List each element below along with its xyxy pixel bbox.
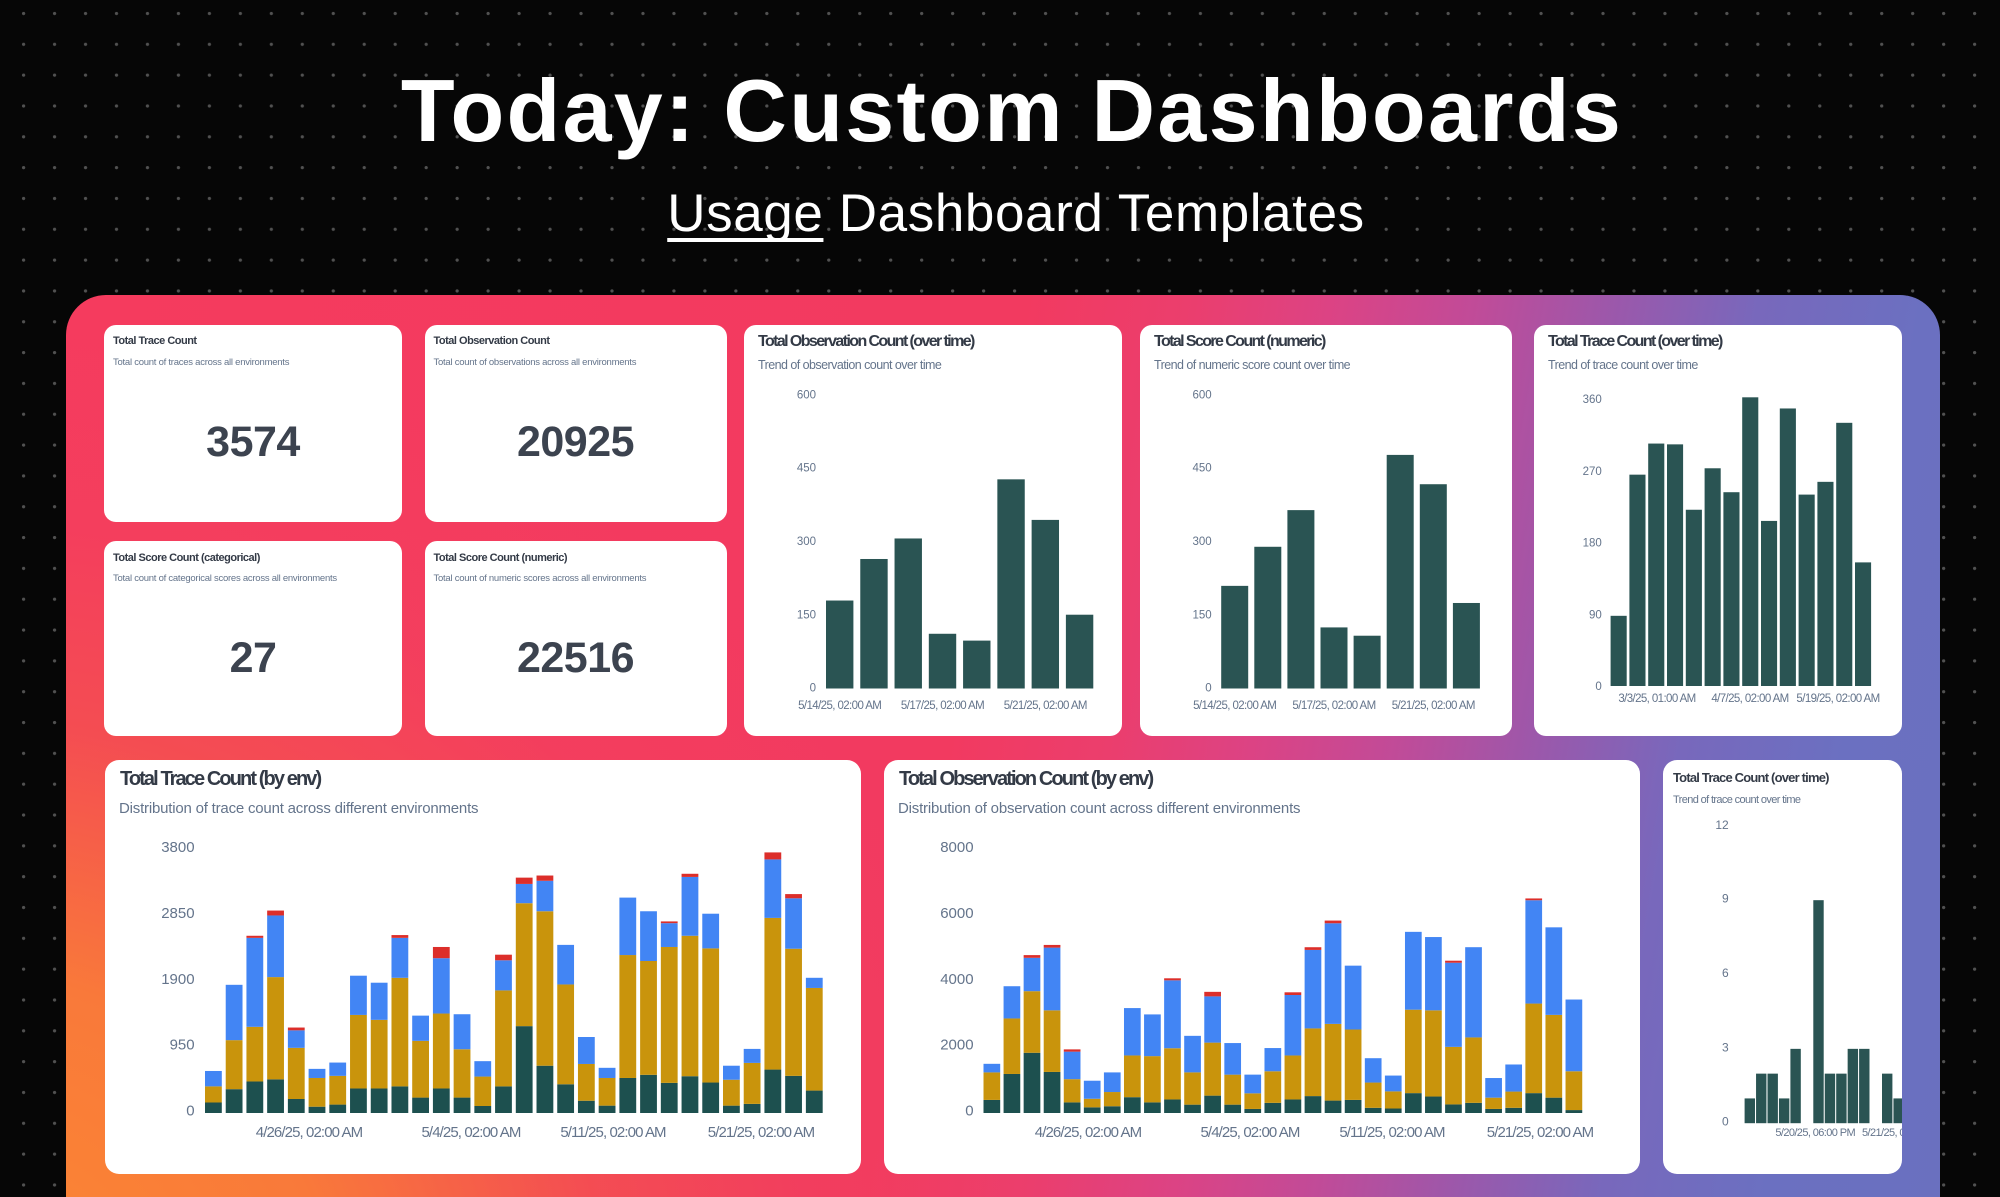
svg-text:950: 950	[170, 1037, 195, 1054]
svg-text:4/7/25, 02:00 AM: 4/7/25, 02:00 AM	[1711, 693, 1788, 705]
svg-text:2850: 2850	[161, 905, 194, 922]
svg-text:0: 0	[1205, 683, 1211, 695]
svg-text:600: 600	[797, 389, 816, 401]
svg-text:4000: 4000	[940, 971, 973, 988]
svg-text:150: 150	[797, 609, 816, 621]
svg-text:5/20/25, 06:00 PM: 5/20/25, 06:00 PM	[1775, 1127, 1855, 1139]
svg-text:300: 300	[1193, 536, 1212, 548]
svg-text:6000: 6000	[940, 905, 973, 922]
svg-text:450: 450	[1193, 463, 1212, 475]
svg-text:4/26/25, 02:00 AM: 4/26/25, 02:00 AM	[256, 1124, 363, 1141]
svg-text:5/19/25, 02:00 AM: 5/19/25, 02:00 AM	[1796, 693, 1879, 705]
svg-text:90: 90	[1589, 609, 1602, 621]
svg-text:270: 270	[1583, 466, 1602, 478]
svg-text:5/11/25, 02:00 AM: 5/11/25, 02:00 AM	[560, 1124, 666, 1141]
svg-text:4/26/25, 02:00 AM: 4/26/25, 02:00 AM	[1035, 1124, 1142, 1141]
svg-text:450: 450	[797, 463, 816, 475]
svg-text:3/3/25, 01:00 AM: 3/3/25, 01:00 AM	[1618, 693, 1695, 705]
svg-text:150: 150	[1193, 609, 1212, 621]
svg-text:3: 3	[1722, 1040, 1729, 1054]
svg-text:9: 9	[1722, 892, 1729, 906]
svg-text:1900: 1900	[161, 971, 194, 988]
svg-text:5/21/25, 02:00 AM: 5/21/25, 02:00 AM	[1004, 700, 1087, 712]
svg-text:5/4/25, 02:00 AM: 5/4/25, 02:00 AM	[1200, 1124, 1299, 1141]
svg-text:300: 300	[797, 536, 816, 548]
svg-text:180: 180	[1583, 538, 1602, 550]
svg-text:2000: 2000	[940, 1037, 973, 1054]
svg-text:0: 0	[186, 1102, 194, 1119]
svg-text:5/14/25, 02:00 AM: 5/14/25, 02:00 AM	[798, 700, 881, 712]
svg-text:5/21/25, 02:00 AM: 5/21/25, 02:00 AM	[1487, 1124, 1594, 1141]
svg-text:600: 600	[1193, 389, 1212, 401]
svg-text:5/11/25, 02:00 AM: 5/11/25, 02:00 AM	[1339, 1124, 1445, 1141]
svg-text:5/4/25, 02:00 AM: 5/4/25, 02:00 AM	[421, 1124, 520, 1141]
svg-text:8000: 8000	[940, 839, 973, 856]
svg-text:5/17/25, 02:00 AM: 5/17/25, 02:00 AM	[1292, 700, 1375, 712]
svg-text:5/21/25, 02:00 AM: 5/21/25, 02:00 AM	[1392, 700, 1475, 712]
svg-text:3800: 3800	[161, 839, 194, 856]
svg-text:5/14/25, 02:00 AM: 5/14/25, 02:00 AM	[1193, 700, 1276, 712]
svg-text:5/21/25, 01:00 AM: 5/21/25, 01:00 AM	[1862, 1127, 1902, 1139]
svg-text:5/21/25, 02:00 AM: 5/21/25, 02:00 AM	[708, 1124, 815, 1141]
svg-text:0: 0	[1595, 681, 1601, 693]
svg-text:6: 6	[1722, 966, 1729, 980]
svg-text:5/17/25, 02:00 AM: 5/17/25, 02:00 AM	[901, 700, 984, 712]
svg-text:0: 0	[965, 1102, 973, 1119]
svg-text:0: 0	[810, 683, 816, 695]
svg-text:12: 12	[1715, 818, 1729, 832]
svg-text:360: 360	[1583, 394, 1602, 406]
svg-text:0: 0	[1722, 1115, 1729, 1129]
